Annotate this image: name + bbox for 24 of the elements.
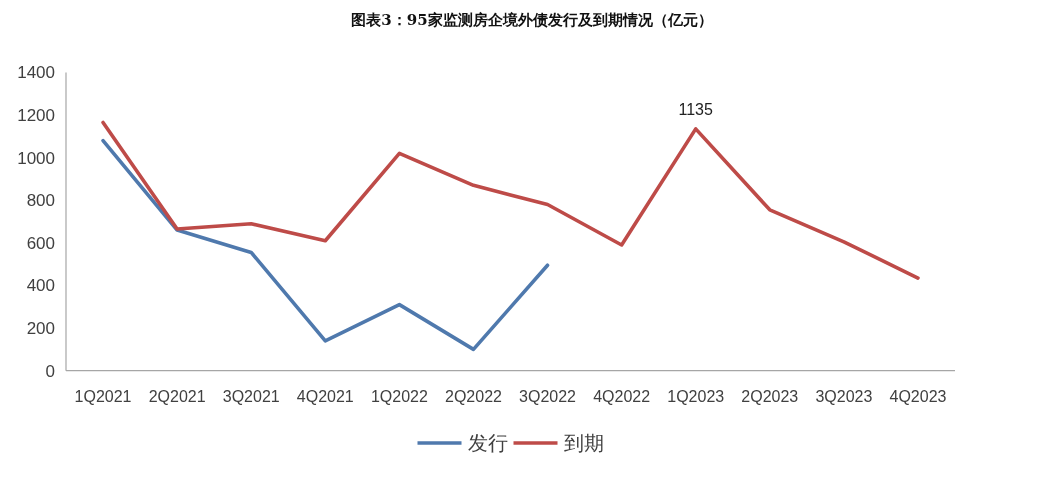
y-tick: 0 bbox=[45, 361, 55, 381]
legend-label: 发行 bbox=[467, 432, 508, 454]
x-tick: 3Q2023 bbox=[815, 388, 873, 405]
x-tick: 1Q2021 bbox=[74, 388, 132, 405]
y-tick: 400 bbox=[26, 276, 55, 296]
y-tick: 1400 bbox=[17, 63, 55, 83]
legend-label: 到期 bbox=[563, 432, 604, 454]
y-tick: 600 bbox=[26, 233, 55, 253]
x-tick: 3Q2021 bbox=[222, 388, 280, 405]
x-tick: 3Q2022 bbox=[519, 388, 576, 405]
title: 图表3：95家监测房企境外债发行及到期情况（亿元） bbox=[351, 11, 713, 29]
data-label: 1135 bbox=[678, 100, 713, 118]
x-tick: 2Q2023 bbox=[741, 388, 799, 405]
x-tick: 2Q2022 bbox=[445, 388, 502, 405]
y-tick: 800 bbox=[26, 191, 55, 211]
y-tick: 1000 bbox=[17, 148, 55, 168]
y-tick: 1200 bbox=[17, 106, 55, 125]
y-tick: 200 bbox=[26, 319, 55, 339]
x-tick: 4Q2021 bbox=[296, 388, 354, 405]
x-tick: 1Q2022 bbox=[370, 388, 428, 405]
x-tick: 4Q2022 bbox=[593, 388, 651, 405]
x-tick: 2Q2021 bbox=[148, 388, 206, 405]
x-tick: 1Q2023 bbox=[667, 388, 725, 405]
x-tick: 4Q2023 bbox=[889, 388, 947, 405]
